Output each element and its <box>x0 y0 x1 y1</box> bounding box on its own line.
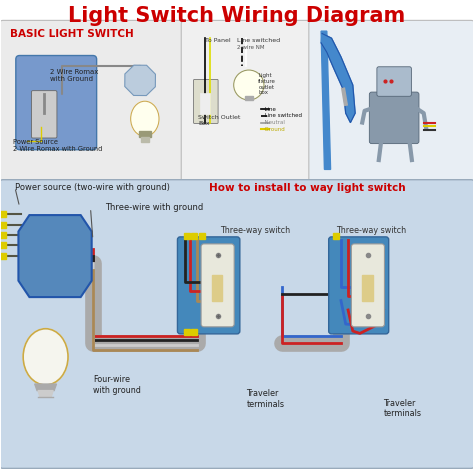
Text: Neutral: Neutral <box>261 120 284 125</box>
Bar <box>212 275 222 301</box>
Polygon shape <box>321 31 330 169</box>
Text: Switch Outlet
Box: Switch Outlet Box <box>198 115 241 125</box>
Text: Three-wire with ground: Three-wire with ground <box>105 204 203 212</box>
Ellipse shape <box>131 101 159 136</box>
FancyBboxPatch shape <box>181 20 314 182</box>
Bar <box>139 131 151 137</box>
Text: BASIC LIGHT SWITCH: BASIC LIGHT SWITCH <box>10 30 134 39</box>
Text: Traveler
terminals: Traveler terminals <box>246 389 284 409</box>
Text: To Panel: To Panel <box>205 38 230 43</box>
Polygon shape <box>38 391 53 397</box>
FancyBboxPatch shape <box>0 20 184 182</box>
Text: Ground: Ground <box>261 126 284 132</box>
Text: How to install to way light switch: How to install to way light switch <box>209 183 405 193</box>
Bar <box>200 93 210 114</box>
Circle shape <box>234 70 264 100</box>
Text: Light Switch Wiring Diagram: Light Switch Wiring Diagram <box>68 6 406 26</box>
Bar <box>362 275 373 301</box>
FancyBboxPatch shape <box>309 20 474 182</box>
FancyBboxPatch shape <box>193 79 218 124</box>
Text: Three-way switch: Three-way switch <box>220 226 291 235</box>
Bar <box>141 137 149 142</box>
Text: Line switched: Line switched <box>261 113 301 118</box>
Text: Line switched: Line switched <box>237 38 280 43</box>
Bar <box>245 96 253 100</box>
FancyBboxPatch shape <box>369 92 419 144</box>
FancyBboxPatch shape <box>377 67 411 96</box>
Polygon shape <box>125 65 155 95</box>
Text: Traveler
terminals: Traveler terminals <box>383 399 421 418</box>
FancyBboxPatch shape <box>16 55 97 150</box>
Text: Light
fixture
outlet
box: Light fixture outlet box <box>258 73 276 95</box>
Polygon shape <box>35 384 56 391</box>
Text: Power source (two-wire with ground): Power source (two-wire with ground) <box>15 183 170 192</box>
Text: 2-wire NM: 2-wire NM <box>237 45 264 50</box>
FancyBboxPatch shape <box>0 180 474 469</box>
FancyBboxPatch shape <box>201 244 234 327</box>
Text: 2 Wire Romax
with Ground: 2 Wire Romax with Ground <box>50 69 99 82</box>
FancyBboxPatch shape <box>177 237 240 334</box>
FancyBboxPatch shape <box>31 91 57 138</box>
FancyBboxPatch shape <box>351 244 384 327</box>
Polygon shape <box>321 33 355 123</box>
Text: Line: Line <box>261 107 275 112</box>
Polygon shape <box>18 215 91 297</box>
Text: Three-way switch: Three-way switch <box>336 226 406 235</box>
Ellipse shape <box>23 329 68 385</box>
FancyBboxPatch shape <box>328 237 389 334</box>
Text: Four-wire
with ground: Four-wire with ground <box>93 375 141 395</box>
Text: Power Source
2 Wire Romax with Ground: Power Source 2 Wire Romax with Ground <box>12 140 102 152</box>
